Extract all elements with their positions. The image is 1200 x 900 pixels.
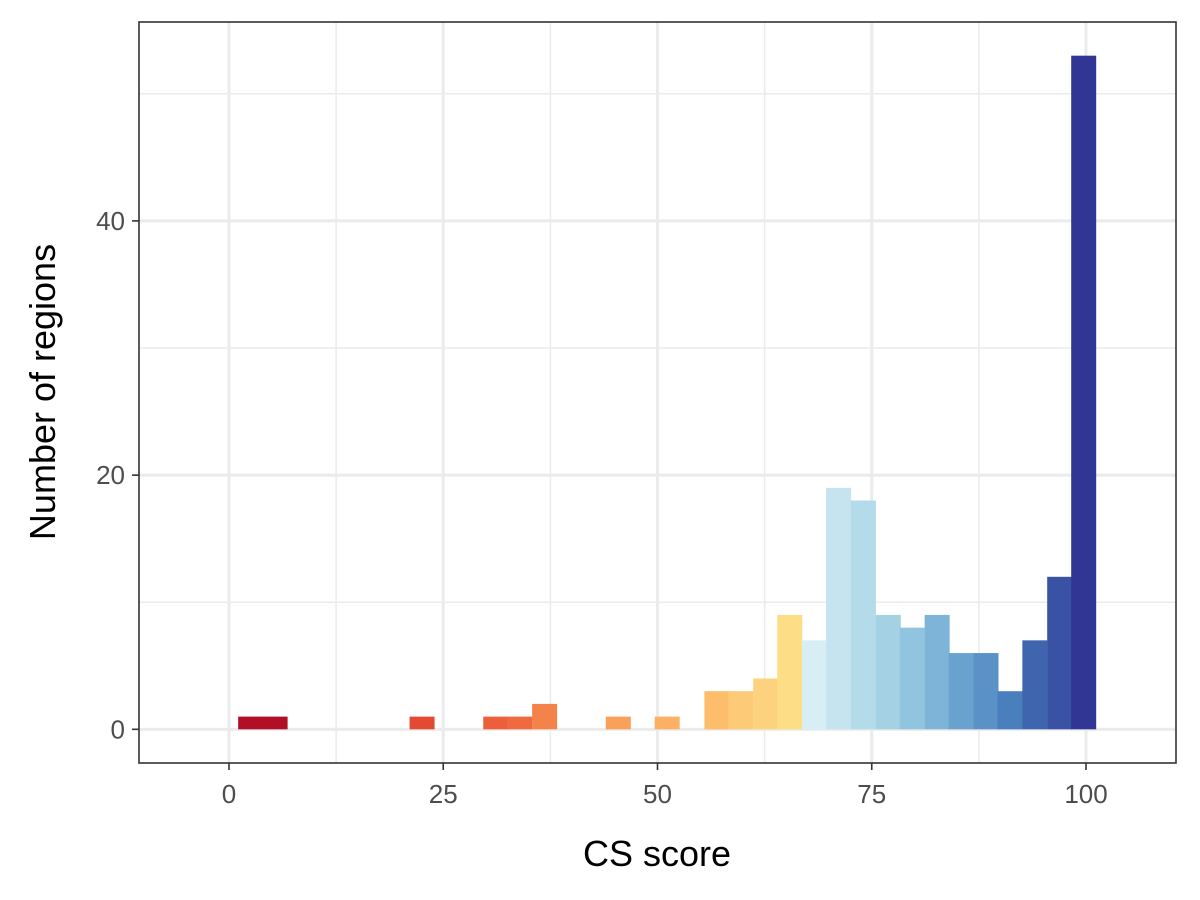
histogram-bar <box>483 716 509 730</box>
histogram-bar <box>875 614 901 730</box>
histogram-bar <box>973 653 999 730</box>
histogram-bar <box>753 678 779 730</box>
y-axis: 0 20 40 <box>96 206 139 744</box>
x-axis-title: CS score <box>583 833 731 874</box>
x-tick-label: 50 <box>643 779 672 809</box>
histogram-bar <box>728 691 754 730</box>
y-tick-label: 0 <box>111 714 125 744</box>
histogram-bar <box>238 716 264 730</box>
histogram-bar <box>802 640 828 730</box>
histogram-bar <box>997 691 1023 730</box>
histogram-bar <box>262 716 288 730</box>
x-axis: 0 25 50 75 100 <box>222 763 1108 809</box>
histogram-bar <box>1047 576 1073 730</box>
histogram-bar <box>532 703 558 730</box>
y-tick-label: 20 <box>96 460 125 490</box>
histogram-bar <box>850 500 876 730</box>
x-tick-label: 100 <box>1064 779 1107 809</box>
histogram-bar <box>704 691 730 730</box>
histogram-bar <box>899 627 925 730</box>
histogram-bars <box>238 55 1097 730</box>
y-axis-title: Number of regions <box>22 244 63 540</box>
x-tick-label: 0 <box>222 779 236 809</box>
x-tick-label: 75 <box>857 779 886 809</box>
y-tick-label: 40 <box>96 206 125 236</box>
histogram-bar <box>948 653 974 730</box>
histogram-bar <box>605 716 631 730</box>
histogram-bar <box>409 716 435 730</box>
histogram-bar <box>1071 55 1097 730</box>
x-tick-label: 25 <box>429 779 458 809</box>
histogram-bar <box>1022 640 1048 730</box>
histogram-bar <box>826 487 852 730</box>
histogram-bar <box>507 716 533 730</box>
histogram-bar <box>924 614 950 730</box>
histogram-bar <box>654 716 680 730</box>
histogram-bar <box>777 614 803 730</box>
